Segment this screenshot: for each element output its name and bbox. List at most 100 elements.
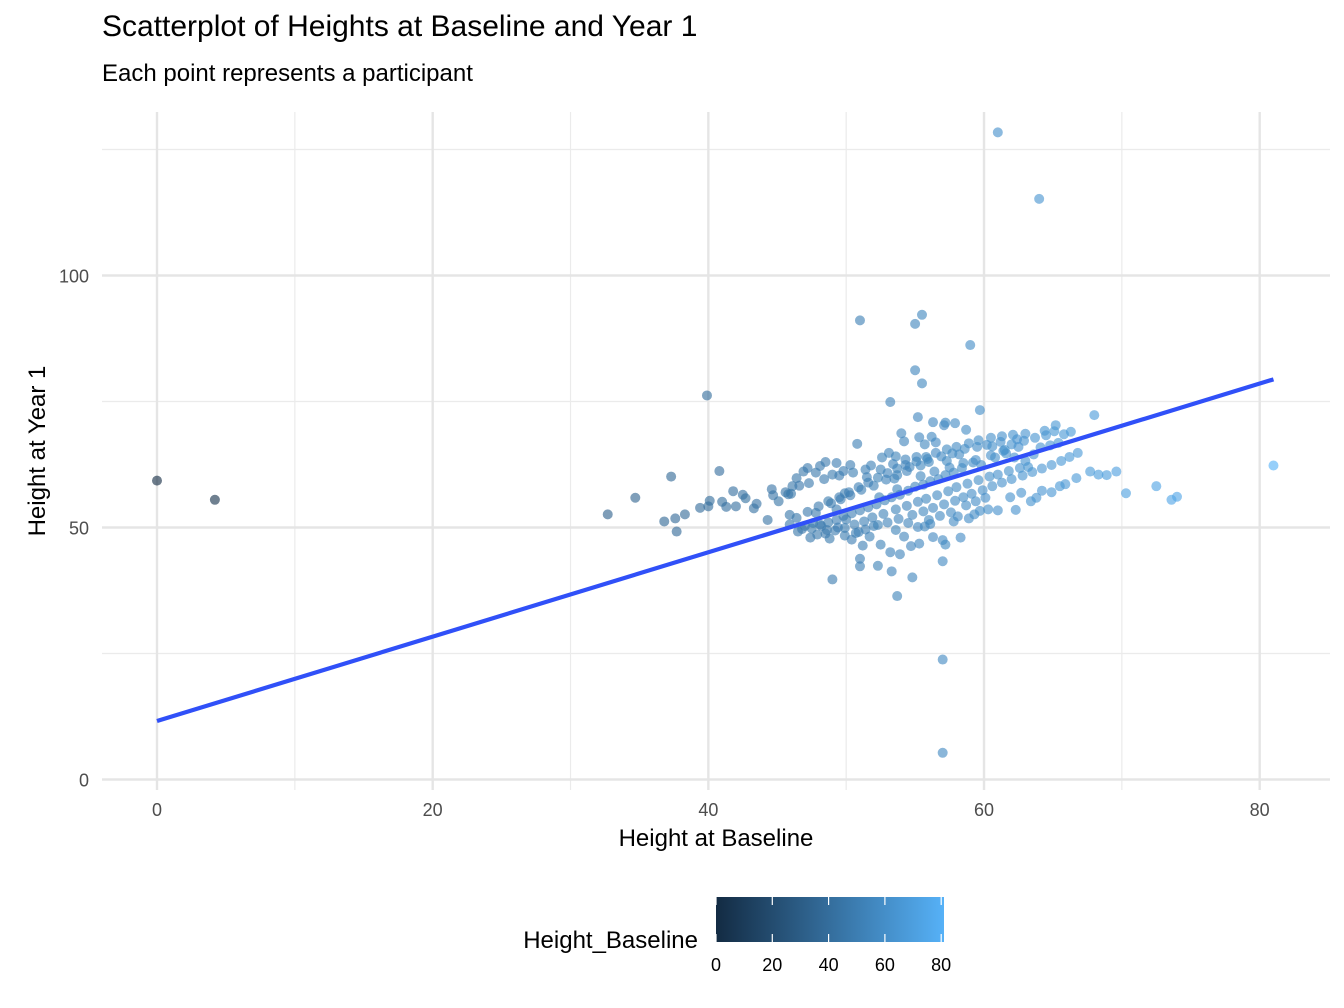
data-point	[1151, 481, 1162, 492]
data-point	[951, 441, 962, 452]
data-point	[893, 513, 904, 524]
data-point	[973, 475, 984, 486]
data-point	[714, 466, 725, 477]
data-point	[907, 509, 918, 520]
data-point	[1010, 504, 1021, 515]
data-point	[813, 501, 824, 512]
data-point	[834, 470, 845, 481]
data-point	[962, 478, 973, 489]
data-points	[152, 127, 1279, 758]
data-point	[958, 457, 969, 468]
data-point	[1036, 485, 1047, 496]
data-point	[970, 496, 981, 507]
data-point	[910, 365, 921, 376]
data-point	[970, 454, 981, 465]
data-point	[1031, 492, 1042, 503]
y-tick-label: 0	[79, 771, 89, 791]
data-point	[901, 500, 912, 511]
data-point	[878, 508, 889, 519]
data-point	[926, 431, 937, 442]
trend-line-group	[156, 377, 1275, 724]
data-point	[872, 560, 883, 571]
data-point	[999, 444, 1010, 455]
data-point	[1017, 470, 1028, 481]
x-tick-label: 0	[152, 800, 162, 820]
colorbar	[716, 897, 944, 942]
trend-line	[156, 377, 1275, 724]
data-point	[740, 493, 751, 504]
data-point	[928, 502, 939, 513]
data-point	[1034, 193, 1045, 204]
data-point	[848, 467, 859, 478]
data-point	[941, 444, 952, 455]
colorbar-tick-label: 0	[711, 955, 721, 975]
data-point	[882, 517, 893, 528]
x-tick-label: 20	[423, 800, 443, 820]
data-point	[802, 463, 813, 474]
colorbar-tick-label: 40	[819, 955, 839, 975]
data-point	[728, 486, 739, 497]
data-point	[914, 432, 925, 443]
data-point	[916, 378, 927, 389]
data-point	[671, 526, 682, 537]
data-point	[751, 498, 762, 509]
data-point	[911, 456, 922, 467]
data-point	[890, 525, 901, 536]
data-point	[1020, 428, 1031, 439]
data-point	[853, 482, 864, 493]
data-point	[987, 481, 998, 492]
legend-title: Height_Baseline	[523, 927, 698, 954]
data-point	[875, 539, 886, 550]
data-point	[849, 519, 860, 530]
data-point	[973, 435, 984, 446]
data-point	[1111, 466, 1122, 477]
data-point	[1016, 487, 1027, 498]
data-point	[721, 501, 732, 512]
data-point	[821, 525, 832, 536]
data-point	[937, 556, 948, 567]
data-point	[974, 405, 985, 416]
data-point	[670, 513, 681, 524]
data-point	[890, 451, 901, 462]
color-legend: Height_Baseline 0 20 40 60 80	[523, 897, 951, 975]
data-point	[827, 574, 838, 585]
data-point	[695, 502, 706, 513]
data-point	[963, 438, 974, 449]
data-point	[812, 529, 823, 540]
data-point	[992, 127, 1003, 138]
data-point	[1046, 487, 1057, 498]
data-point	[1050, 420, 1061, 431]
data-point	[955, 532, 966, 543]
data-point	[905, 541, 916, 552]
data-point	[152, 475, 162, 486]
data-point	[845, 460, 856, 471]
data-point	[961, 424, 972, 435]
data-point	[985, 432, 996, 443]
data-point	[823, 517, 834, 528]
data-point	[701, 390, 712, 401]
data-point	[912, 496, 923, 507]
data-point	[1003, 466, 1014, 477]
data-point	[857, 540, 868, 551]
colorbar-tick-label: 80	[931, 955, 951, 975]
data-point	[1030, 432, 1041, 443]
data-point	[831, 514, 842, 525]
data-point	[1093, 469, 1104, 480]
data-point	[896, 428, 907, 439]
x-tick-label: 80	[1250, 800, 1270, 820]
data-point	[939, 499, 950, 510]
data-point	[944, 462, 955, 473]
data-point	[666, 471, 677, 482]
data-point	[932, 490, 943, 501]
data-point	[950, 495, 961, 506]
data-point	[937, 747, 948, 758]
data-point	[854, 561, 865, 572]
data-point	[659, 516, 670, 527]
data-point	[914, 538, 925, 549]
data-point	[928, 532, 939, 543]
y-tick-label: 50	[69, 519, 89, 539]
data-point	[875, 464, 886, 475]
data-point	[1065, 426, 1076, 437]
data-point	[1006, 474, 1017, 485]
data-point	[1268, 460, 1279, 471]
